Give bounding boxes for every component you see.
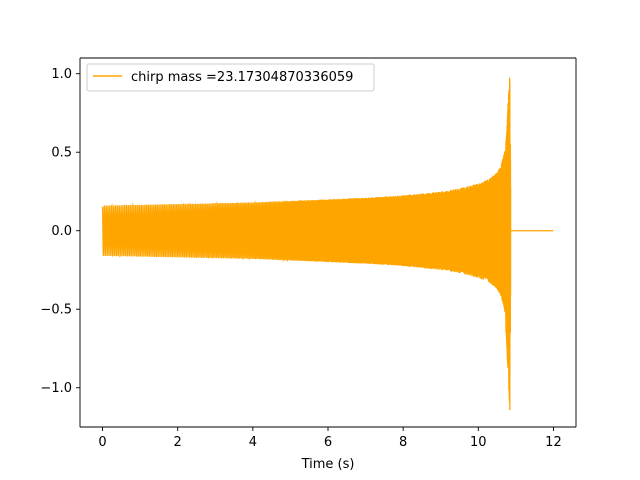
x-tick-label: 0: [98, 435, 106, 450]
y-tick-label: −0.5: [40, 303, 72, 318]
x-tick-label: 8: [399, 435, 407, 450]
y-tick-label: 1.0: [51, 67, 72, 82]
legend-box: [86, 63, 375, 92]
y-tick-label: −1.0: [40, 381, 72, 396]
x-tick-label: 2: [174, 435, 182, 450]
y-tick-label: 0.0: [51, 224, 72, 239]
y-tick-label: 0.5: [51, 146, 72, 161]
legend-label: chirp mass =23.17304870336059: [131, 70, 353, 85]
x-tick-label: 12: [545, 435, 562, 450]
x-tick-label: 6: [324, 435, 332, 450]
x-axis-label: Time (s): [301, 457, 355, 472]
x-tick-label: 10: [470, 435, 487, 450]
legend: chirp mass =23.17304870336059: [86, 63, 375, 92]
series-line-0: [101, 77, 554, 411]
x-tick-label: 4: [249, 435, 257, 450]
